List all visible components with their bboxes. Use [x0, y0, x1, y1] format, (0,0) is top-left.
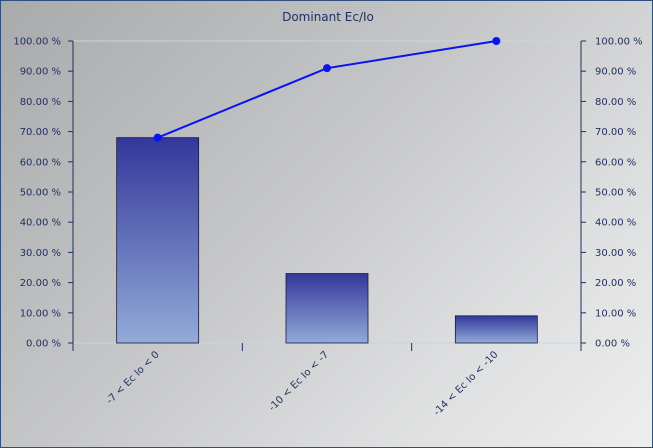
bar-2 [454, 315, 538, 344]
left-tick-label-8: 80.00 % [20, 97, 61, 108]
right-tick-label-2: 20.00 % [595, 278, 636, 289]
right-tick-label-5: 50.00 % [595, 188, 636, 199]
right-tick-label-1: 10.00 % [595, 308, 636, 319]
x-tick-label-2: -14 < Ec Io < -10 [432, 349, 501, 418]
left-tick-label-6: 60.00 % [20, 157, 61, 168]
right-tick-label-9: 90.00 % [595, 67, 636, 78]
left-tick-label-0: 0.00 % [26, 339, 61, 350]
line-point-1 [323, 64, 331, 73]
bar-series [116, 137, 538, 344]
chart-title: Dominant Ec/Io [282, 10, 374, 24]
line-point-0 [153, 133, 162, 142]
cumulative-line-series [153, 37, 501, 142]
right-tick-label-10: 100.00 % [595, 37, 643, 48]
right-tick-label-4: 40.00 % [595, 218, 636, 229]
right-tick-label-3: 30.00 % [595, 248, 636, 259]
right-tick-label-8: 80.00 % [595, 97, 636, 108]
left-tick-label-5: 50.00 % [20, 188, 61, 199]
left-tick-label-3: 30.00 % [20, 248, 61, 259]
x-tick-label-0: -7 < Ec Io < 0 [105, 349, 162, 406]
right-tick-label-6: 60.00 % [595, 157, 636, 168]
left-tick-label-2: 20.00 % [20, 278, 61, 289]
left-tick-label-1: 10.00 % [20, 308, 61, 319]
bar-0 [116, 137, 200, 344]
left-tick-label-4: 40.00 % [20, 218, 61, 229]
bar-1 [285, 273, 369, 344]
right-y-axis: 0.00 % 10.00 % 20.00 % 30.00 % 40.00 % 50.00 … [580, 37, 643, 351]
right-tick-label-0: 0.00 % [595, 339, 630, 350]
cumulative-line [157, 40, 497, 139]
left-tick-label-10: 100.00 % [13, 37, 61, 48]
left-tick-label-7: 70.00 % [20, 127, 61, 138]
left-tick-label-9: 90.00 % [20, 67, 61, 78]
x-axis: -7 < Ec Io < 0 -10 < Ec Io < -7 -14 < Ec I… [105, 343, 501, 418]
right-tick-label-7: 70.00 % [595, 127, 636, 138]
line-point-2 [492, 37, 501, 45]
left-y-axis: 0.00 % 10.00 % 20.00 % 30.00 % 40.00 % 50.00 … [13, 37, 74, 351]
x-tick-label-1: -10 < Ec Io < -7 [267, 349, 331, 413]
